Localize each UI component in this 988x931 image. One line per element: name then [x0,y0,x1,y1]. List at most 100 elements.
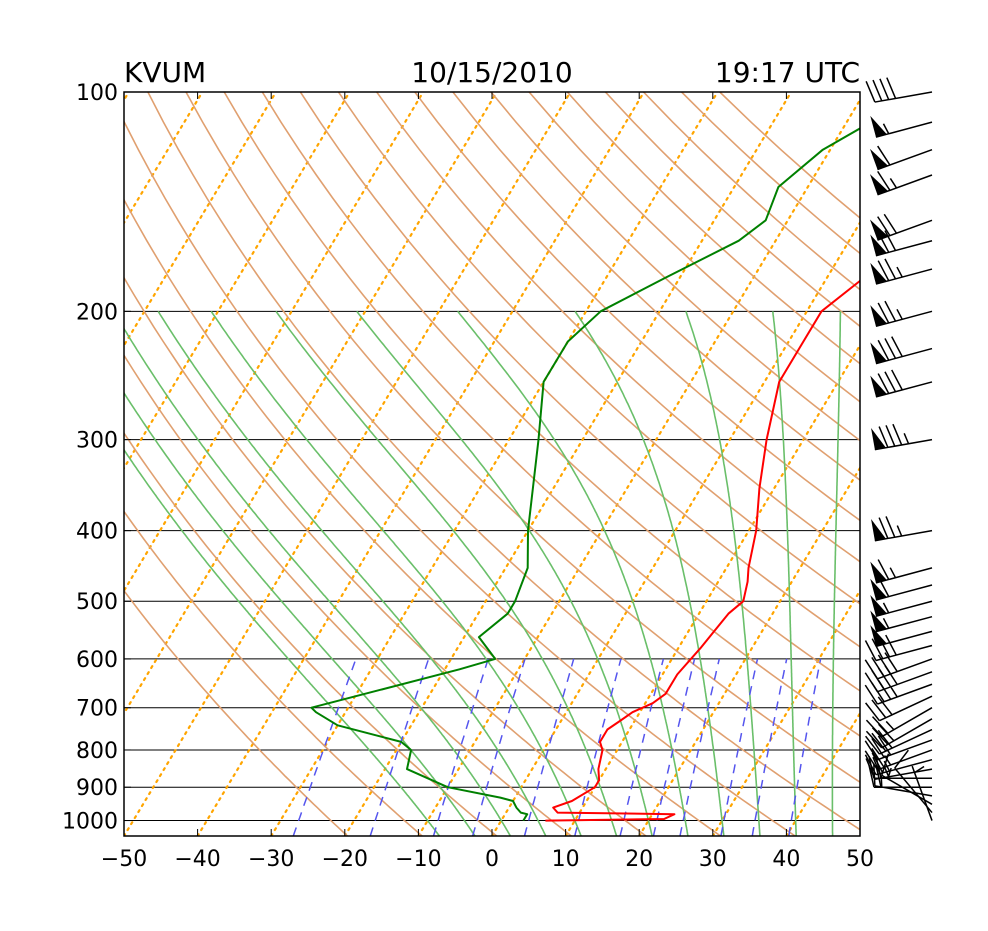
dry-adiabat [337,92,860,605]
isotherm [343,92,793,836]
dry-adiabat [376,92,860,563]
wind-barbs [864,77,933,821]
dry-adiabat [147,92,860,831]
wind-barb [864,652,933,680]
y-tick-label: 500 [76,590,118,615]
moist-adiabat [356,310,653,836]
y-tick-label: 300 [76,429,118,454]
y-tick-label: 400 [76,520,118,545]
y-tick-label: 900 [76,776,118,801]
wind-barb [871,423,933,451]
wind-barb [870,115,933,138]
isotherm [124,92,498,716]
moist-adiabat [457,310,689,836]
wind-barb [869,170,933,196]
mixing-ratio-line [720,658,759,836]
dry-adiabat [299,92,860,648]
x-tick-label: 10 [552,847,580,872]
wind-barb [870,625,933,648]
isotherm [417,97,860,836]
y-tick-label: 1000 [62,810,118,835]
wind-barb [870,336,933,365]
wind-barb [870,610,933,633]
temperature-profile [545,279,860,822]
wind-barb [870,559,933,584]
isotherm [124,92,425,593]
isotherm [490,220,860,836]
y-tick-label: 100 [76,81,118,106]
wind-barb [864,748,933,771]
moist-adiabat [157,310,547,836]
wind-barb [894,749,933,814]
moist-adiabat [210,310,582,836]
isotherm [564,343,860,836]
moist-adiabat [574,310,725,836]
x-tick-label: −10 [395,847,441,872]
wind-barb [870,230,933,257]
y-tick-label: 700 [76,697,118,722]
mixing-ratio-line [432,658,489,836]
wind-barb [870,300,933,328]
mixing-ratio-line [788,658,822,836]
y-tick-label: 800 [76,739,118,764]
wind-barb [869,213,933,241]
isotherm [196,92,646,836]
x-tick-label: 0 [485,847,499,872]
dry-adiabat [528,92,860,403]
mixing-ratio-line [292,658,357,836]
dry-adiabat [124,510,423,836]
time-label: 19:17 UTC [715,56,860,89]
mixing-ratio-line [751,658,788,836]
dry-adiabat [124,276,647,836]
wind-barb [865,728,933,755]
dry-adiabat [124,198,722,836]
mixing-ratio-line [369,658,430,836]
mixing-ratio-line [679,658,721,836]
wind-barb [871,516,933,542]
mixing-ratio-line [523,658,575,836]
dry-adiabat [124,589,348,836]
wind-barb [864,634,933,662]
profile-lines [310,127,860,822]
dry-adiabat [414,92,860,522]
moist-adiabat [772,311,797,836]
isotherm [124,92,351,471]
dry-adiabat [261,92,860,692]
x-tick-label: −50 [101,847,147,872]
x-tick-label: 30 [699,847,727,872]
x-tick-label: 20 [625,847,653,872]
dry-adiabat [124,119,796,836]
isotherm [124,92,572,836]
moist-adiabat [275,310,618,836]
wind-barb [865,77,933,103]
x-tick-label: −30 [248,847,294,872]
date-label: 10/15/2010 [411,56,572,89]
wind-barb [870,369,933,398]
wind-barb [870,595,933,617]
wind-barb [865,695,933,722]
x-tick-label: 40 [772,847,800,872]
dry-adiabat [490,92,860,442]
x-tick-label: −20 [322,847,368,872]
reference-lines [124,92,860,836]
dewpoint-profile [310,127,860,822]
moist-adiabat [685,311,761,836]
y-tick-label: 600 [76,648,118,673]
dry-adiabat [124,353,572,836]
wind-barb [865,707,933,738]
moist-adiabat [124,391,476,836]
wind-barb [870,258,933,285]
isotherm [270,92,719,836]
y-tick-label: 200 [76,300,118,325]
station-label: KVUM [124,56,206,89]
isotherm [124,92,278,348]
x-tick-label: −40 [174,847,220,872]
dry-adiabat [185,92,860,784]
moist-adiabat [831,311,842,836]
dry-adiabat [124,431,498,836]
wind-barb [869,145,933,171]
moist-adiabat [124,327,512,836]
dry-adiabat [223,92,860,737]
